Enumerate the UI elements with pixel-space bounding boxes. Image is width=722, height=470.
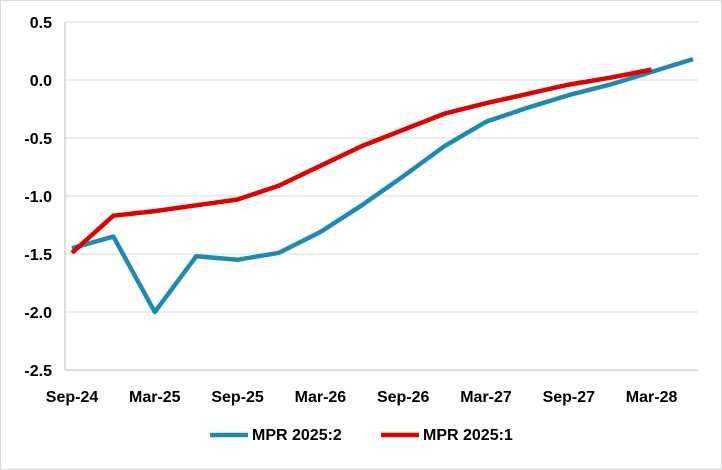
y-tick-label: -1.0 bbox=[24, 189, 52, 206]
x-tick-labels: Sep-24 Mar-25 Sep-25 Mar-26 Sep-26 Mar-27 Sep-… bbox=[46, 389, 678, 406]
y-tick-labels: 0.5 0.0 -0.5 -1.0 -1.5 -2.0 -2.5 bbox=[24, 15, 52, 380]
gridlines bbox=[65, 21, 698, 313]
x-tick-label: Sep-24 bbox=[46, 389, 99, 406]
legend-label: MPR 2025:2 bbox=[252, 427, 342, 444]
y-tick-label: -2.5 bbox=[24, 363, 52, 380]
x-tick-label: Sep-26 bbox=[377, 389, 430, 406]
axes bbox=[64, 22, 698, 371]
legend-label: MPR 2025:1 bbox=[423, 427, 513, 444]
x-tick-label: Mar-27 bbox=[460, 389, 512, 406]
y-tick-label: -2.0 bbox=[24, 305, 52, 322]
series-line-mpr-2025-2 bbox=[71, 56, 694, 315]
series-line-mpr-2025-1 bbox=[70, 67, 653, 255]
legend: MPR 2025:2 MPR 2025:1 bbox=[210, 427, 513, 444]
x-tick-label: Mar-25 bbox=[129, 389, 181, 406]
series-lines bbox=[70, 56, 694, 315]
y-tick-label: -1.5 bbox=[24, 247, 52, 264]
y-tick-label: -0.5 bbox=[24, 131, 52, 148]
x-tick-label: Sep-25 bbox=[211, 389, 264, 406]
x-tick-label: Mar-26 bbox=[295, 389, 347, 406]
y-tick-label: 0.0 bbox=[30, 73, 52, 90]
x-tick-label: Mar-28 bbox=[626, 389, 678, 406]
x-tick-label: Sep-27 bbox=[543, 389, 596, 406]
y-tick-label: 0.5 bbox=[30, 15, 52, 32]
